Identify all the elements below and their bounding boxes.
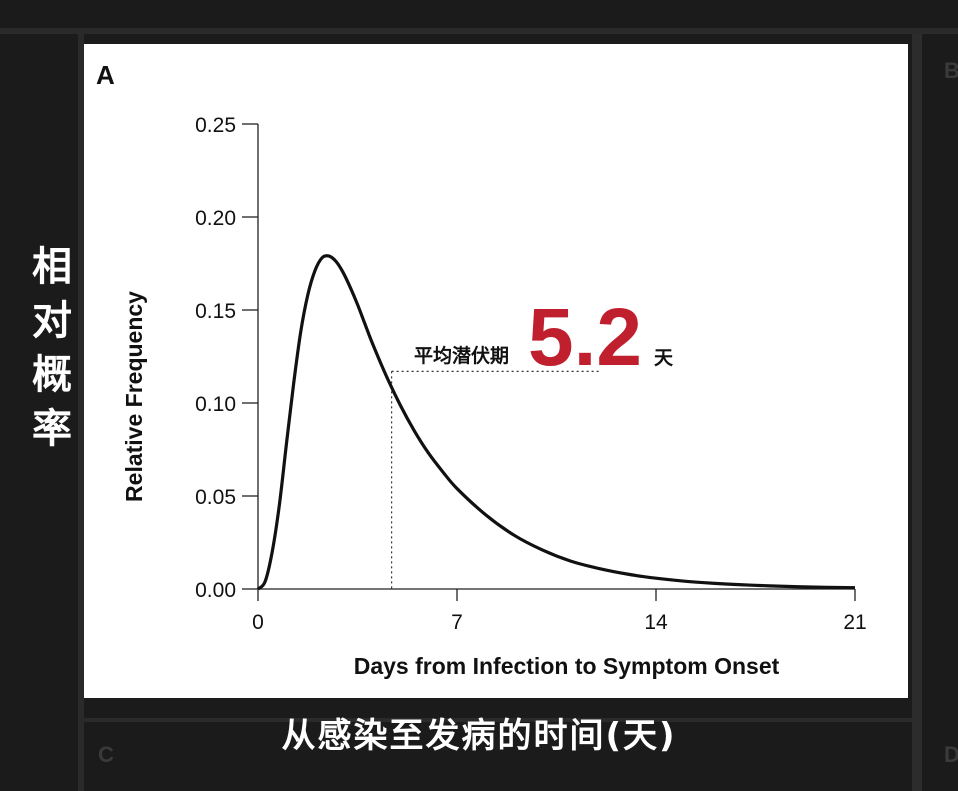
y-axis-label: Relative Frequency xyxy=(121,291,147,502)
panel-letter-d: D xyxy=(944,742,958,767)
incubation-chart: A 0.00 0.05 0.10 0.15 0.20 0.25 0 7 14 21 Relati… xyxy=(96,60,867,679)
panel-letter-a: A xyxy=(96,60,115,90)
annotation-unit: 天 xyxy=(654,347,674,369)
vertical-char-1: 相 xyxy=(32,244,72,290)
series-line xyxy=(256,254,856,591)
vertical-char-4: 率 xyxy=(32,406,72,452)
panel-letter-b: B xyxy=(944,58,958,83)
chart-panel: A 0.00 0.05 0.10 0.15 0.20 0.25 0 7 14 21 Relati… xyxy=(84,44,908,698)
vertical-overlay-label: 相 对 概 率 xyxy=(30,240,74,456)
median-reference-lines xyxy=(391,370,600,589)
frame-left xyxy=(78,34,84,791)
y-tick-label: 0.00 xyxy=(195,579,236,602)
panel-letter-c: C xyxy=(98,742,114,767)
bottom-overlay-label: 从感染至发病的时间(天) xyxy=(281,716,677,756)
x-tick-label: 0 xyxy=(252,611,264,634)
vertical-char-2: 对 xyxy=(32,298,72,344)
frame-right xyxy=(912,34,922,791)
y-tick-label: 0.20 xyxy=(195,207,236,230)
x-axis: 0 7 14 21 xyxy=(252,588,867,634)
x-tick-label: 7 xyxy=(451,611,463,634)
y-axis: 0.00 0.05 0.10 0.15 0.20 0.25 xyxy=(195,114,259,602)
y-tick-label: 0.05 xyxy=(195,486,236,509)
x-tick-label: 14 xyxy=(644,611,668,634)
x-axis-label: Days from Infection to Symptom Onset xyxy=(354,653,780,679)
vertical-char-3: 概 xyxy=(32,352,72,398)
annotation-prefix: 平均潜伏期 xyxy=(414,344,509,367)
y-tick-label: 0.15 xyxy=(195,300,236,323)
y-tick-label: 0.25 xyxy=(195,114,236,137)
y-tick-label: 0.10 xyxy=(195,393,236,416)
frame-top xyxy=(0,28,958,34)
x-tick-label: 21 xyxy=(843,611,866,634)
annotation-value: 5.2 xyxy=(528,292,642,383)
frame-bottom xyxy=(84,718,912,722)
